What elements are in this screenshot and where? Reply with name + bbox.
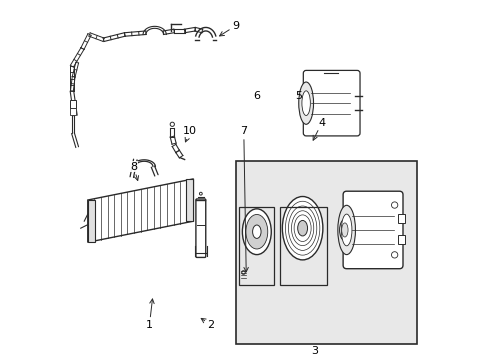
Bar — [279, 207, 326, 284]
Text: 6: 6 — [253, 91, 260, 101]
Ellipse shape — [245, 215, 267, 249]
Polygon shape — [186, 179, 193, 221]
Bar — [235, 161, 416, 345]
Ellipse shape — [339, 219, 349, 240]
Ellipse shape — [337, 205, 355, 255]
Text: 7: 7 — [240, 126, 248, 272]
Text: 4: 4 — [312, 117, 325, 140]
FancyBboxPatch shape — [303, 71, 359, 136]
Ellipse shape — [341, 223, 347, 237]
Ellipse shape — [170, 122, 174, 126]
FancyBboxPatch shape — [343, 191, 402, 269]
Ellipse shape — [242, 209, 271, 255]
Polygon shape — [87, 200, 95, 242]
Ellipse shape — [199, 192, 202, 195]
Bar — [239, 207, 274, 284]
Ellipse shape — [391, 202, 397, 208]
Bar — [70, 108, 76, 116]
Ellipse shape — [252, 225, 261, 238]
Ellipse shape — [341, 214, 351, 246]
Ellipse shape — [391, 252, 397, 258]
Text: 2: 2 — [201, 318, 214, 330]
Ellipse shape — [282, 197, 322, 260]
Text: 8: 8 — [130, 162, 138, 180]
Bar — [397, 235, 404, 244]
Text: 5: 5 — [295, 91, 302, 101]
Text: 1: 1 — [145, 299, 154, 330]
Ellipse shape — [297, 220, 307, 236]
Text: 9: 9 — [219, 21, 239, 36]
Bar — [397, 214, 404, 223]
Bar — [70, 100, 76, 108]
FancyBboxPatch shape — [196, 199, 205, 257]
Ellipse shape — [298, 82, 313, 124]
Ellipse shape — [301, 91, 310, 116]
Polygon shape — [87, 179, 193, 242]
Text: 3: 3 — [311, 346, 318, 356]
Text: 10: 10 — [183, 126, 197, 142]
